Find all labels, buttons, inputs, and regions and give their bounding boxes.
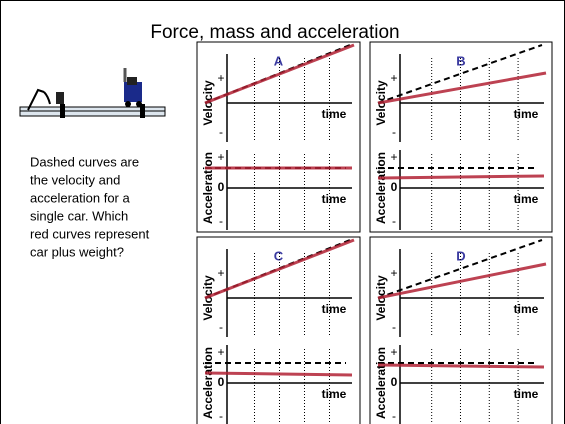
panel-label: B bbox=[456, 53, 465, 68]
caption-line: red curves represent bbox=[30, 226, 150, 241]
axis-sign: 0 bbox=[391, 375, 398, 389]
caption-line: acceleration for a bbox=[30, 190, 130, 205]
axis-label: Acceleration bbox=[374, 347, 388, 419]
weighted-car-velocity bbox=[204, 238, 355, 300]
axis-sign: + bbox=[390, 71, 397, 85]
caption-line: single car. Which bbox=[30, 208, 128, 223]
panel-label: C bbox=[274, 248, 284, 263]
car-body bbox=[124, 82, 142, 102]
weighted-car-velocity bbox=[377, 71, 547, 105]
caption-line: the velocity and bbox=[30, 172, 120, 187]
track-stop bbox=[60, 104, 65, 118]
axis-sign: - bbox=[392, 320, 396, 334]
axis-label: time bbox=[322, 302, 347, 316]
axis-sign: - bbox=[219, 409, 223, 423]
sensor-cable bbox=[27, 88, 51, 111]
axis-label: Acceleration bbox=[201, 347, 215, 419]
axis-sign: + bbox=[217, 150, 224, 164]
weighted-car-acceleration bbox=[377, 363, 545, 369]
weighted-car-acceleration bbox=[204, 371, 353, 377]
axis-sign: 0 bbox=[391, 180, 398, 194]
axis-label: time bbox=[322, 192, 347, 206]
slide-title: Force, mass and acceleration bbox=[150, 22, 399, 43]
axis-sign: 0 bbox=[218, 375, 225, 389]
weighted-car-acceleration bbox=[377, 174, 545, 180]
caption-line: Dashed curves are bbox=[30, 154, 139, 169]
axis-label: Acceleration bbox=[374, 152, 388, 224]
track-stop bbox=[140, 104, 145, 118]
panel-label: D bbox=[456, 248, 465, 263]
axis-label: time bbox=[514, 302, 539, 316]
sensor bbox=[56, 92, 64, 104]
axis-label: time bbox=[514, 387, 539, 401]
weighted-car-velocity bbox=[204, 43, 355, 105]
axis-sign: - bbox=[392, 409, 396, 423]
axis-label: time bbox=[322, 107, 347, 121]
single-car-velocity bbox=[377, 239, 543, 299]
axis-label: time bbox=[514, 192, 539, 206]
axis-sign: 0 bbox=[218, 180, 225, 194]
axis-sign: - bbox=[219, 214, 223, 228]
axis-sign: - bbox=[392, 125, 396, 139]
weighted-car-velocity bbox=[377, 262, 547, 300]
panel-label: A bbox=[274, 53, 284, 68]
wheel bbox=[125, 101, 131, 107]
caption-line: car plus weight? bbox=[30, 244, 124, 259]
axis-sign: + bbox=[390, 266, 397, 280]
wheel bbox=[136, 101, 142, 107]
car-weight bbox=[127, 77, 137, 85]
car-illustration bbox=[19, 68, 166, 118]
axis-sign: + bbox=[217, 71, 224, 85]
axis-label: time bbox=[322, 387, 347, 401]
axis-sign: - bbox=[392, 214, 396, 228]
axis-sign: - bbox=[219, 125, 223, 139]
axis-sign: + bbox=[390, 150, 397, 164]
axis-sign: + bbox=[217, 266, 224, 280]
axis-sign: + bbox=[217, 345, 224, 359]
axis-sign: + bbox=[390, 345, 397, 359]
single-car-velocity bbox=[377, 44, 543, 104]
axis-label: time bbox=[514, 107, 539, 121]
axis-label: Acceleration bbox=[201, 152, 215, 224]
caption: Dashed curves are the velocity and acceler… bbox=[30, 154, 150, 259]
axis-sign: - bbox=[219, 320, 223, 334]
